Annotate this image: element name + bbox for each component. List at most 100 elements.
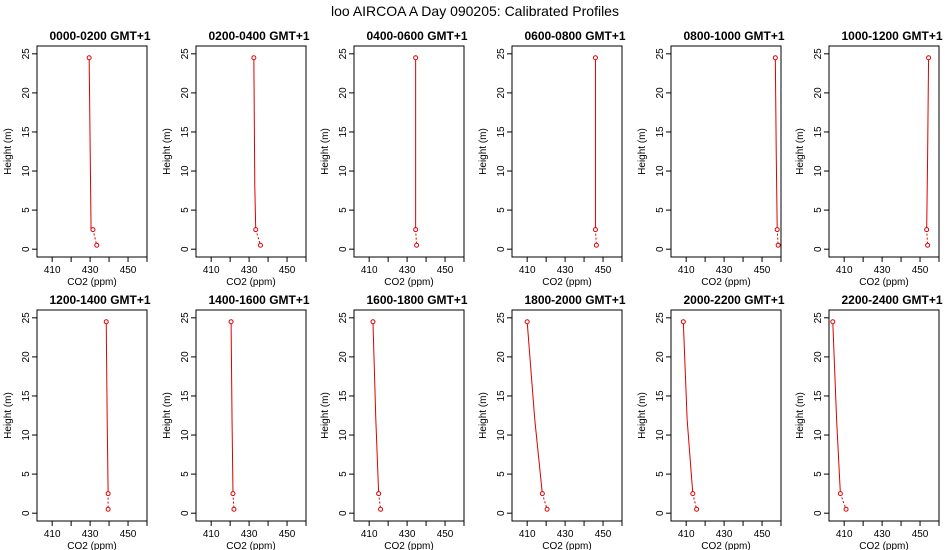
data-point (544, 506, 550, 512)
plot-frame (511, 45, 623, 258)
x-axis-label: CO2 (ppm) (384, 277, 433, 288)
profile-panel: 0200-0400 GMT+1 410 430 450 0 5 10 15 20 25 CO2 (p… (162, 29, 310, 288)
profile-panel: 1200-1400 GMT+1 410 430 450 0 5 10 15 20 25 CO2 (p… (3, 293, 151, 550)
y-tick-label: 10 (496, 165, 507, 177)
profile-line (926, 57, 930, 230)
plot-frame (195, 309, 307, 522)
x-axis-label: CO2 (ppm) (67, 541, 116, 550)
profile-panel: 2200-2400 GMT+1 410 430 450 0 5 10 15 20 25 CO2 (p… (795, 293, 943, 550)
data-point (524, 319, 530, 325)
plot-frame (670, 45, 782, 258)
y-tick-label: 5 (813, 207, 824, 213)
y-tick-label: 5 (180, 471, 191, 477)
plot-frame (195, 45, 307, 258)
y-tick-label: 15 (180, 126, 191, 138)
x-tick-label: 450 (595, 529, 612, 540)
x-tick-label: 410 (203, 529, 220, 540)
profile-panel: 0800-1000 GMT+1 410 430 450 0 5 10 15 20 25 CO2 (p… (637, 29, 785, 288)
profile-panel: 1600-1800 GMT+1 410 430 450 0 5 10 15 20 25 CO2 (p… (320, 293, 468, 550)
y-tick-label: 25 (496, 312, 507, 324)
y-tick-label: 10 (655, 429, 666, 441)
y-tick-label: 0 (813, 246, 824, 252)
x-axis-label: CO2 (ppm) (226, 541, 275, 550)
profile-line-lower (415, 229, 418, 246)
y-tick-label: 20 (655, 87, 666, 99)
profile-line-lower (255, 229, 261, 246)
data-point (230, 491, 236, 497)
data-point (690, 491, 696, 497)
y-tick-label: 0 (180, 510, 191, 516)
data-point (376, 491, 382, 497)
plot-frame (36, 45, 148, 258)
x-tick-label: 410 (836, 529, 853, 540)
y-tick-label: 5 (21, 207, 32, 213)
panel-title: 0600-0800 GMT+1 (524, 29, 625, 43)
data-point (378, 506, 384, 512)
data-point (592, 55, 598, 61)
data-point (105, 506, 111, 512)
panel-title: 2200-2400 GMT+1 (841, 293, 942, 307)
data-point (103, 319, 109, 325)
plot-frame (828, 309, 940, 522)
panel-title: 0200-0400 GMT+1 (208, 29, 309, 43)
profile-line (526, 321, 543, 494)
profile-line-lower (776, 229, 779, 246)
profile-line-lower (594, 229, 597, 246)
x-axis-label: CO2 (ppm) (859, 541, 908, 550)
x-tick-label: 450 (754, 529, 771, 540)
profile-line (253, 57, 257, 230)
panel-title: 1400-1600 GMT+1 (208, 293, 309, 307)
y-tick-label: 10 (180, 429, 191, 441)
y-tick-label: 5 (338, 471, 349, 477)
y-tick-label: 25 (21, 312, 32, 324)
y-tick-label: 10 (21, 429, 32, 441)
profile-line-lower (541, 493, 548, 510)
data-point (370, 319, 376, 325)
x-tick-label: 410 (519, 529, 536, 540)
data-point (680, 319, 686, 325)
y-tick-label: 15 (813, 390, 824, 402)
y-tick-label: 5 (655, 207, 666, 213)
x-tick-label: 430 (874, 529, 891, 540)
y-tick-label: 15 (655, 126, 666, 138)
y-tick-label: 0 (338, 510, 349, 516)
profile-panel: 1000-1200 GMT+1 410 430 450 0 5 10 15 20 25 CO2 (p… (795, 29, 943, 288)
data-point (231, 506, 237, 512)
y-axis-label: Height (m) (162, 392, 173, 439)
y-axis-label: Height (m) (478, 392, 489, 439)
y-tick-label: 5 (813, 471, 824, 477)
y-tick-label: 10 (21, 165, 32, 177)
data-point (774, 227, 780, 233)
x-tick-label: 450 (279, 265, 296, 276)
y-tick-label: 20 (496, 87, 507, 99)
y-tick-label: 10 (338, 429, 349, 441)
x-tick-label: 430 (241, 529, 258, 540)
profile-line (230, 321, 234, 494)
y-axis-label: Height (m) (162, 128, 173, 175)
y-tick-label: 5 (180, 207, 191, 213)
y-tick-label: 5 (338, 207, 349, 213)
data-point (694, 506, 700, 512)
plot-frame (353, 309, 465, 522)
data-point (924, 227, 930, 233)
x-tick-label: 450 (912, 529, 929, 540)
y-tick-label: 15 (655, 390, 666, 402)
y-tick-label: 0 (496, 246, 507, 252)
x-tick-label: 410 (44, 265, 61, 276)
profile-line-lower (232, 493, 235, 510)
data-point (837, 491, 843, 497)
x-tick-label: 410 (361, 265, 378, 276)
y-tick-label: 15 (496, 126, 507, 138)
data-point (105, 491, 111, 497)
data-point (414, 242, 420, 248)
profile-panel: 1400-1600 GMT+1 410 430 450 0 5 10 15 20 25 CO2 (p… (162, 293, 310, 550)
data-point (413, 55, 419, 61)
y-tick-label: 5 (496, 471, 507, 477)
y-axis-label: Height (m) (795, 392, 806, 439)
y-tick-label: 0 (496, 510, 507, 516)
panel-title: 0400-0600 GMT+1 (366, 29, 467, 43)
y-axis-label: Height (m) (3, 128, 14, 175)
y-tick-label: 20 (813, 87, 824, 99)
x-tick-label: 450 (120, 529, 137, 540)
y-tick-label: 20 (655, 351, 666, 363)
